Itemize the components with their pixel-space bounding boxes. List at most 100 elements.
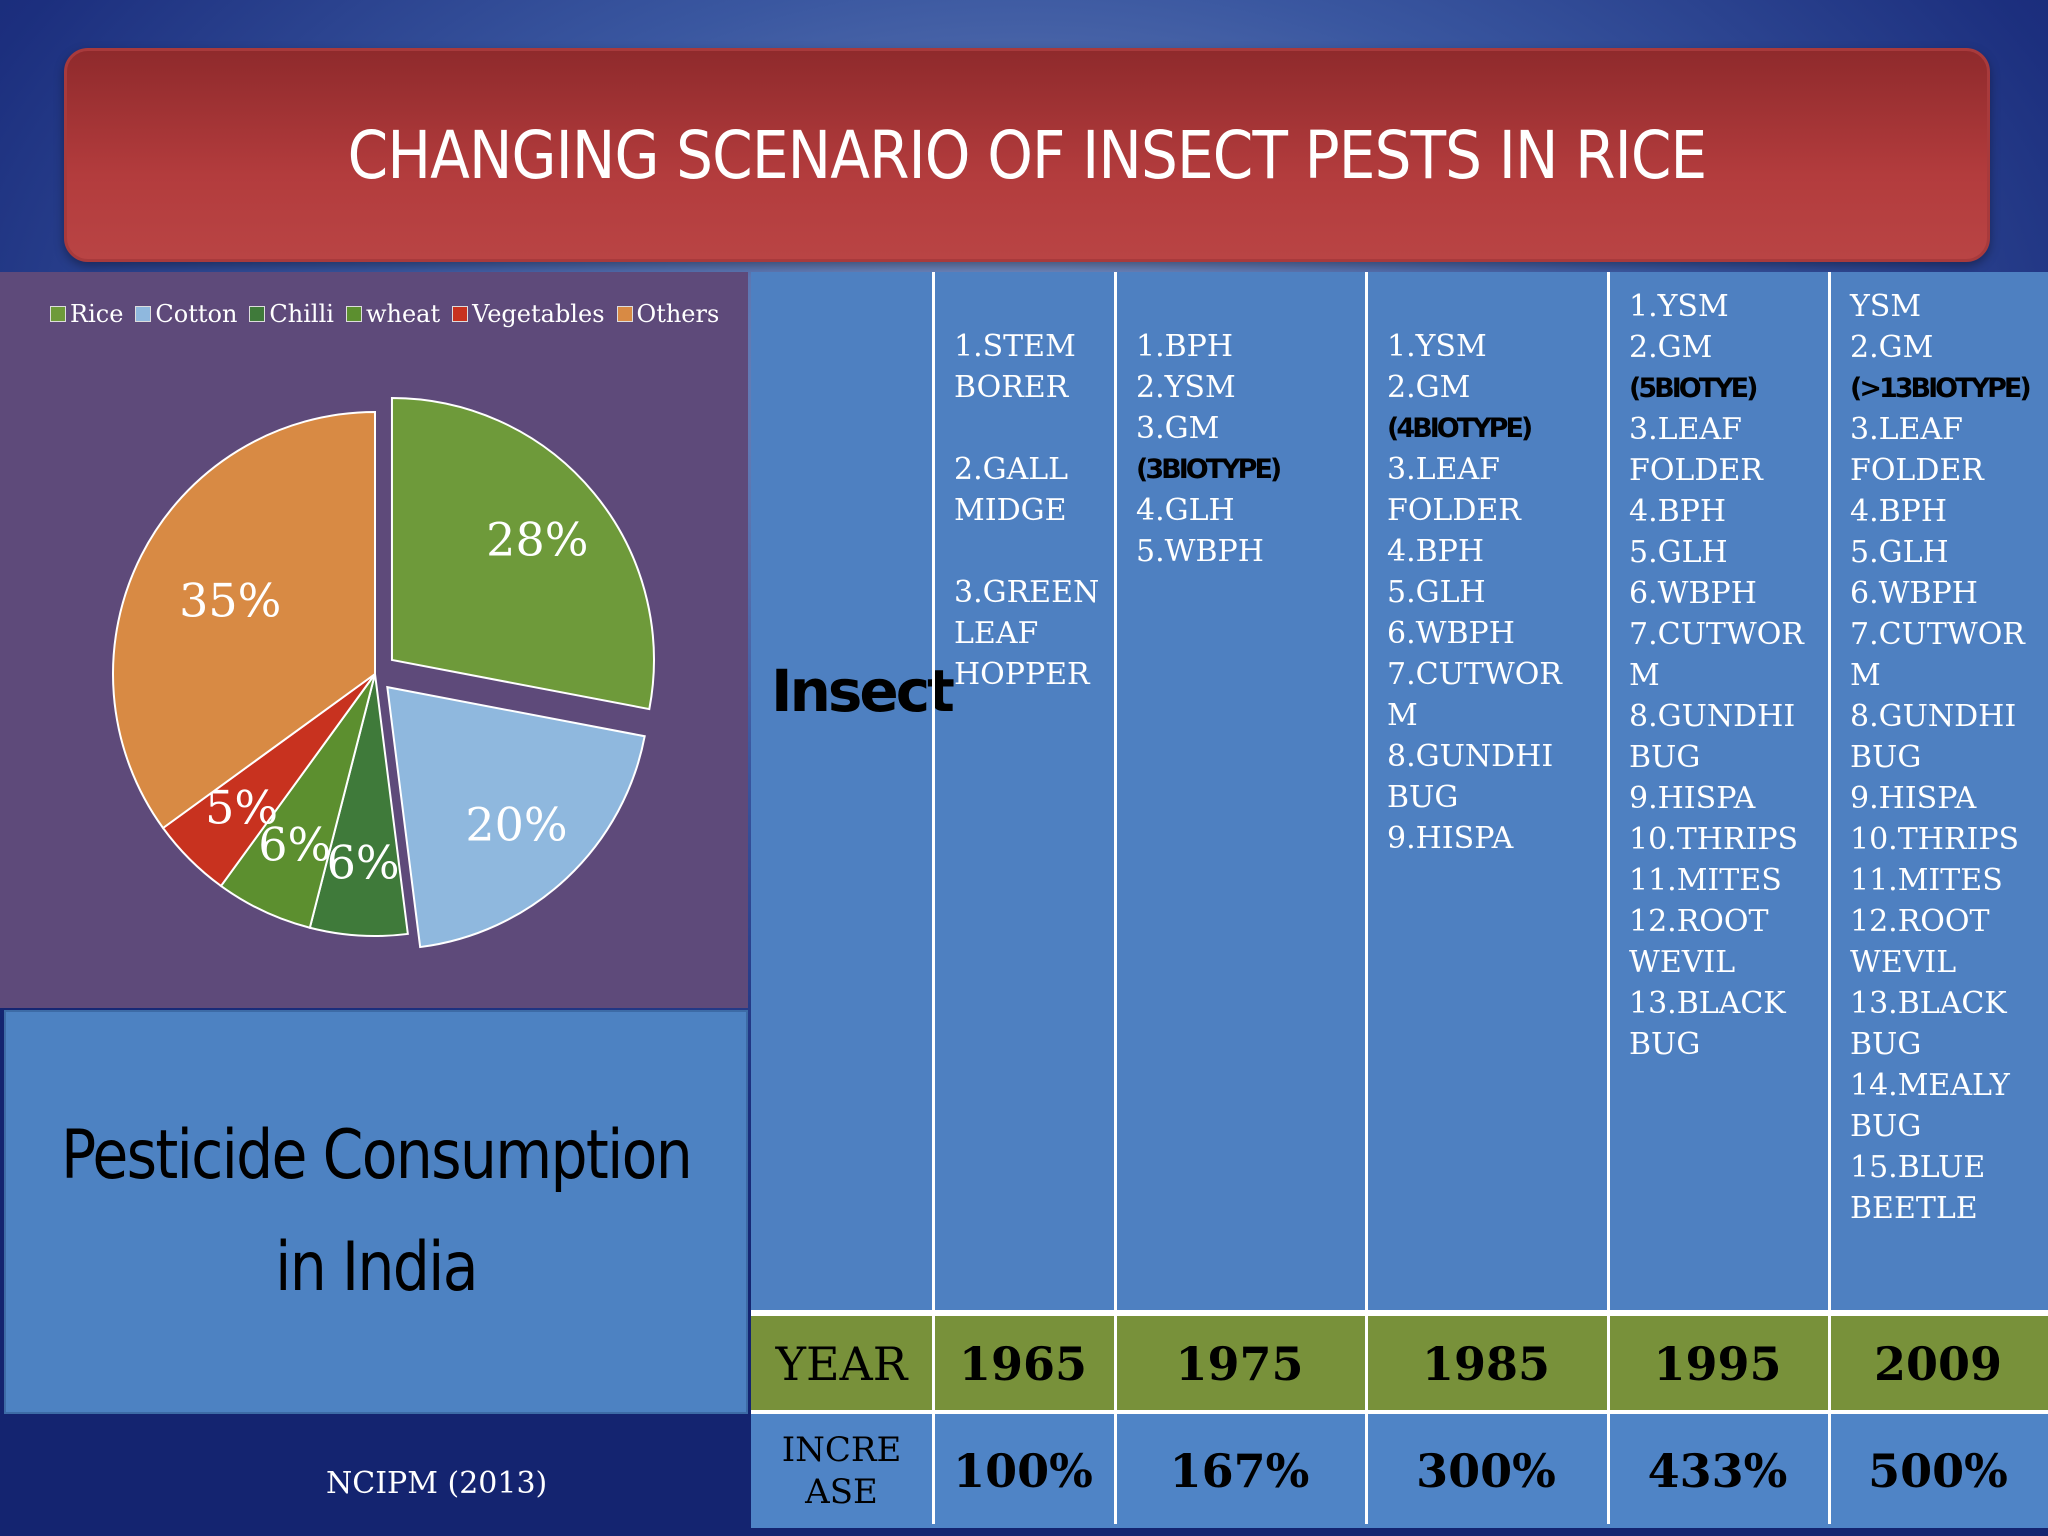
pest-item: 5.GLH bbox=[1387, 575, 1486, 610]
pest-item: 9.HISPA bbox=[1850, 781, 1977, 816]
legend-item-others: Others bbox=[616, 300, 720, 328]
pest-table: Insect YEAR 1965 1975 1985 1995 2009 INCRE A… bbox=[751, 272, 2048, 1528]
year-cell-2009: 2009 bbox=[1873, 1337, 2003, 1391]
year-cell-1975: 1975 bbox=[1175, 1337, 1304, 1391]
pest-item: 13.BLACK BUG bbox=[1850, 986, 2007, 1062]
pest-item: 3.GM bbox=[1136, 411, 1220, 446]
pest-item: 14.MEALY BUG bbox=[1850, 1068, 2010, 1144]
pie-chart: 28%20%6%6%5%35% bbox=[112, 396, 655, 949]
pie-slice-others bbox=[112, 410, 376, 830]
pest-item: 12.ROOT WEVIL bbox=[1850, 904, 1990, 980]
legend-label: wheat bbox=[365, 300, 441, 328]
pest-item: 2.GALL MIDGE bbox=[954, 452, 1069, 528]
pest-item: 8.GUNDHI BUG bbox=[1850, 699, 2017, 775]
pest-list-1995: 1.YSM 2.GM (5BIOTYE) 3.LEAF FOLDER 4.BPH 5.GL… bbox=[1629, 286, 1804, 1065]
legend-item-rice: Rice bbox=[50, 300, 123, 328]
pest-item: 5.WBPH bbox=[1136, 534, 1264, 569]
pest-item: 5.GLH bbox=[1629, 535, 1728, 570]
insect-row-header: Insect bbox=[771, 657, 955, 725]
column-divider bbox=[1365, 272, 1368, 1524]
pest-item: 10.THRIPS bbox=[1629, 822, 1799, 857]
column-divider bbox=[1828, 272, 1831, 1524]
pest-item: 7.CUTWOR M bbox=[1850, 617, 2025, 693]
legend-label: Rice bbox=[70, 300, 124, 328]
legend-item-cotton: Cotton bbox=[135, 300, 237, 328]
pest-item: 13.BLACK BUG bbox=[1629, 986, 1786, 1062]
column-divider bbox=[1114, 272, 1117, 1524]
legend-label: Vegetables bbox=[472, 300, 605, 328]
legend-swatch bbox=[452, 306, 469, 322]
pest-item: 1.STEM BORER bbox=[954, 329, 1076, 405]
pest-item: 12.ROOT WEVIL bbox=[1629, 904, 1769, 980]
legend-item-chilli: Chilli bbox=[249, 300, 334, 328]
pest-item: 5.GLH bbox=[1850, 535, 1949, 570]
biotype-note: (>13BIOTYPE) bbox=[1850, 373, 2032, 404]
pie-label-rice: 28% bbox=[486, 513, 588, 567]
year-cell-1995: 1995 bbox=[1653, 1337, 1782, 1391]
pest-item: 3.LEAF FOLDER bbox=[1629, 412, 1763, 488]
legend-swatch bbox=[50, 306, 66, 322]
legend-label: Others bbox=[636, 300, 720, 328]
pest-item: 2.YSM bbox=[1136, 370, 1236, 405]
increase-row: INCRE ASE 100% 167% 300% 433% 500% bbox=[751, 1410, 2048, 1528]
increase-row-header: INCRE ASE bbox=[781, 1430, 902, 1512]
slide-title: CHANGING SCENARIO OF INSECT PESTS IN RIC… bbox=[347, 116, 1708, 194]
pest-item: 8.GUNDHI BUG bbox=[1629, 699, 1796, 775]
pest-item: 6.WBPH bbox=[1850, 576, 1978, 611]
title-banner: CHANGING SCENARIO OF INSECT PESTS IN RIC… bbox=[64, 48, 1990, 262]
pest-item: 6.WBPH bbox=[1629, 576, 1757, 611]
column-divider bbox=[932, 272, 935, 1524]
legend-swatch bbox=[345, 306, 362, 322]
pest-item: YSM bbox=[1850, 289, 1922, 324]
increase-cell-1995: 433% bbox=[1647, 1444, 1788, 1498]
year-row-header: YEAR bbox=[775, 1337, 908, 1391]
biotype-note: (4BIOTYPE) bbox=[1387, 413, 1533, 444]
pest-item: 7.CUTWOR M bbox=[1387, 657, 1562, 733]
biotype-note: (5BIOTYE) bbox=[1629, 373, 1758, 404]
pest-item: 6.WBPH bbox=[1387, 616, 1515, 651]
pest-list-1965: 1.STEM BORER 2.GALL MIDGE 3.GREEN LEAF H… bbox=[954, 326, 1099, 695]
pest-list-2009: YSM 2.GM (>13BIOTYPE) 3.LEAF FOLDER 4.BPH 5.G… bbox=[1850, 286, 2032, 1229]
pest-item: 4.BPH bbox=[1629, 494, 1727, 529]
legend-label: Chilli bbox=[269, 300, 334, 328]
pest-item: 9.HISPA bbox=[1387, 821, 1514, 856]
increase-cell-1985: 300% bbox=[1416, 1444, 1556, 1498]
pest-item: 2.GM bbox=[1629, 330, 1713, 365]
year-cell-1965: 1965 bbox=[958, 1337, 1088, 1391]
year-row: YEAR 1965 1975 1985 1995 2009 bbox=[751, 1310, 2048, 1412]
pie-slice-rice bbox=[390, 396, 655, 711]
pest-item: 8.GUNDHI BUG bbox=[1387, 739, 1554, 815]
chart-legend: Rice Cotton Chilli wheat Vegetables Others bbox=[50, 300, 719, 328]
increase-cell-1965: 100% bbox=[953, 1444, 1093, 1498]
source-citation: NCIPM (2013) bbox=[326, 1466, 548, 1501]
pest-item: 15.BLUE BEETLE bbox=[1850, 1150, 1986, 1226]
legend-item-wheat: wheat bbox=[345, 300, 441, 328]
pie-slice-cotton bbox=[386, 685, 646, 949]
pest-item: 10.THRIPS bbox=[1850, 822, 2020, 857]
pest-item: 11.MITES bbox=[1629, 863, 1782, 898]
column-divider bbox=[1607, 272, 1610, 1524]
legend-swatch bbox=[135, 306, 152, 322]
legend-label: Cotton bbox=[155, 300, 238, 328]
increase-cell-1975: 167% bbox=[1169, 1444, 1310, 1498]
pest-item: 4.GLH bbox=[1136, 493, 1235, 528]
pest-item: 2.GM bbox=[1850, 330, 1934, 365]
pest-item: 1.BPH bbox=[1136, 329, 1234, 364]
pest-item: 3.LEAF FOLDER bbox=[1850, 412, 1984, 488]
pie-chart-panel: 28% 20% 6% 6% 5% 35% Rice Cotton Chilli wheat Veg… bbox=[0, 272, 748, 1008]
pest-item bbox=[954, 531, 1099, 572]
year-cell-1985: 1985 bbox=[1421, 1337, 1551, 1391]
pest-list-1975: 1.BPH 2.YSM 3.GM (3BIOTYPE) 4.GLH 5.WBPH bbox=[1136, 326, 1282, 572]
pest-list-1985: 1.YSM 2.GM (4BIOTYPE) 3.LEAF FOLDER 4.BPH 5.G… bbox=[1387, 326, 1562, 859]
chart-caption: Pesticide Consumption in India bbox=[60, 1116, 693, 1307]
pie-label-others: 35% bbox=[179, 573, 281, 627]
pest-item: 1.YSM bbox=[1387, 329, 1487, 364]
pest-item: 4.BPH bbox=[1387, 534, 1485, 569]
pest-item: 4.BPH bbox=[1850, 494, 1948, 529]
pest-item: 2.GM bbox=[1387, 370, 1471, 405]
legend-item-vegetables: Vegetables bbox=[452, 300, 605, 328]
pest-item: 9.HISPA bbox=[1629, 781, 1756, 816]
pest-item: 3.GREEN LEAF HOPPER bbox=[954, 575, 1100, 692]
pest-item: 1.YSM bbox=[1629, 289, 1729, 324]
pie-label-cotton: 20% bbox=[465, 798, 567, 852]
